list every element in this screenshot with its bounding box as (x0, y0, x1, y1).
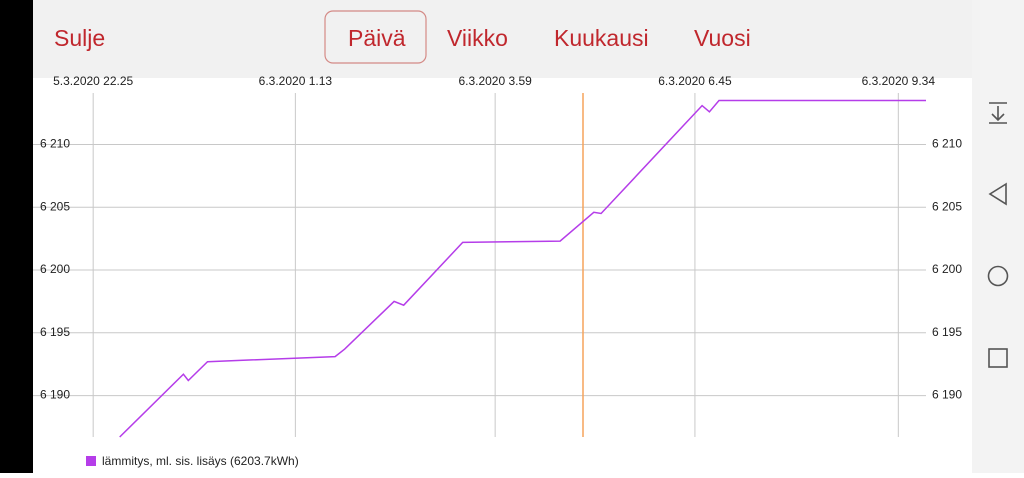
tab[interactable]: Viikko (447, 25, 508, 51)
x-tick-label: 5.3.2020 22.25 (53, 74, 133, 88)
y-tick-label: 6 195 (932, 325, 962, 339)
x-tick-label: 6.3.2020 1.13 (259, 74, 333, 88)
series-line (119, 99, 926, 438)
y-tick-label: 6 205 (40, 199, 70, 213)
recent-button[interactable] (988, 348, 1008, 368)
y-tick-label: 6 205 (932, 199, 962, 213)
close-button[interactable]: Sulje (54, 25, 105, 51)
y-tick-label: 6 200 (932, 262, 962, 276)
tab[interactable]: Päivä (348, 25, 406, 51)
left-edge (0, 0, 33, 473)
y-tick-label: 6 200 (40, 262, 70, 276)
legend-label: lämmitys, ml. sis. lisäys (6203.7kWh) (102, 454, 299, 468)
nav-bar (972, 0, 1024, 473)
selected-tab-frame (324, 10, 427, 64)
tab[interactable]: Kuukausi (554, 25, 649, 51)
x-tick-label: 6.3.2020 3.59 (458, 74, 532, 88)
app-bar (33, 0, 972, 78)
y-tick-label: 6 190 (40, 388, 70, 402)
x-tick-label: 6.3.2020 9.34 (862, 74, 936, 88)
y-tick-label: 6 210 (932, 137, 962, 151)
y-tick-label: 6 210 (40, 137, 70, 151)
x-tick-label: 6.3.2020 6.45 (658, 74, 732, 88)
notification-icon[interactable] (989, 102, 1007, 124)
legend-swatch (86, 456, 96, 466)
y-tick-label: 6 190 (932, 388, 962, 402)
tab[interactable]: Vuosi (694, 25, 751, 51)
back-button[interactable] (988, 182, 1007, 206)
y-tick-label: 6 195 (40, 325, 70, 339)
home-button[interactable] (987, 265, 1009, 287)
nav-icons (987, 102, 1009, 368)
